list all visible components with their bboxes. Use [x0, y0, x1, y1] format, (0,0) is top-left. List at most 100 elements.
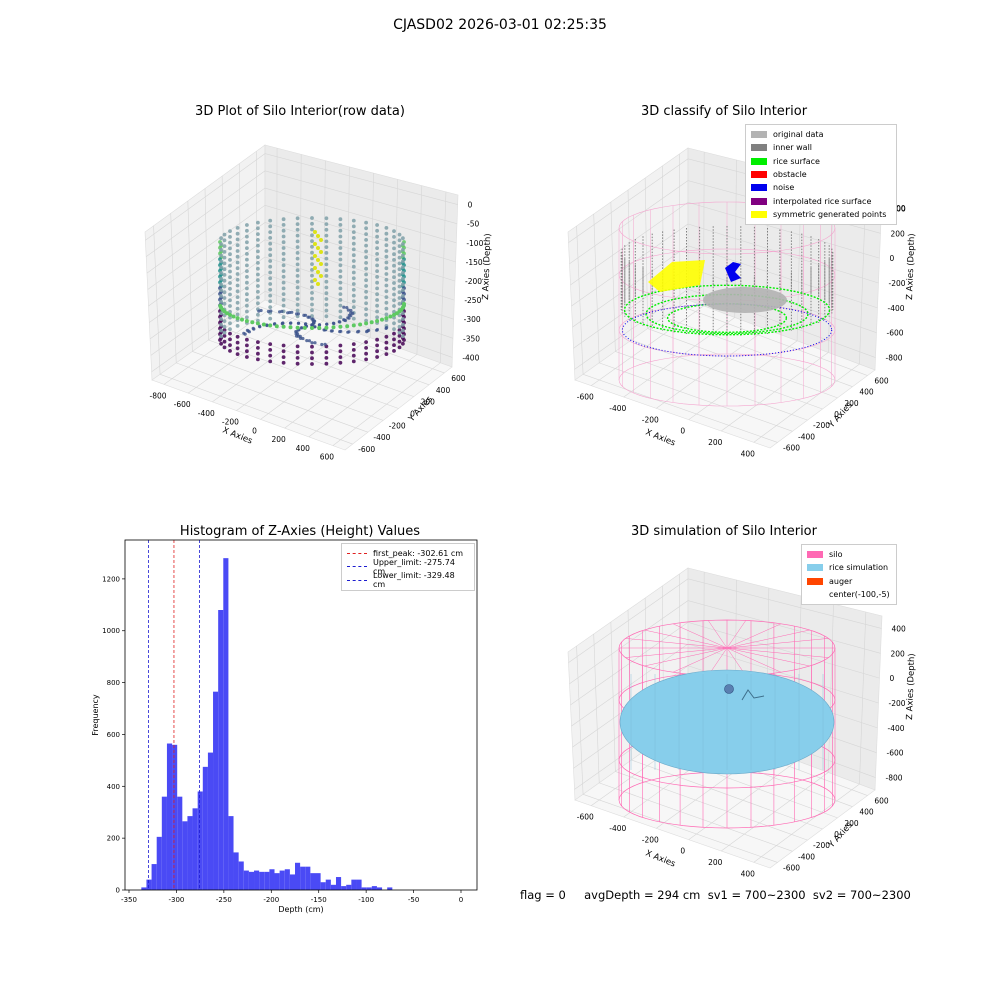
- x-tick-label: 0: [680, 847, 685, 856]
- data-point: [397, 339, 402, 344]
- data-point: [219, 265, 224, 269]
- data-point: [384, 300, 389, 305]
- histogram-bar: [305, 866, 311, 890]
- grid-line: [663, 316, 853, 387]
- data-point: [235, 306, 240, 311]
- data-point: [375, 355, 379, 359]
- grid-line: [570, 621, 880, 706]
- data-point: [265, 323, 269, 327]
- data-point: [384, 326, 388, 330]
- data-point: [324, 222, 329, 227]
- data-point: [310, 323, 314, 327]
- data-point: [364, 312, 368, 317]
- data-point: [295, 251, 300, 255]
- grid-line: [569, 600, 881, 684]
- data-point: [256, 351, 260, 356]
- data-point: [281, 234, 286, 239]
- data-point: [384, 346, 389, 351]
- data-point: [401, 242, 405, 246]
- data-point: [295, 350, 300, 355]
- grid-line: [176, 362, 369, 433]
- data-point: [228, 349, 232, 353]
- x-tick-label: -200: [642, 415, 659, 424]
- x-tick-label: -400: [609, 824, 626, 833]
- data-point: [319, 238, 323, 242]
- histogram-bar: [166, 743, 173, 890]
- data-point: [310, 302, 314, 307]
- legend-swatch: [751, 131, 767, 139]
- x-axis-label: X Axies: [644, 428, 677, 449]
- data-point: [219, 253, 224, 258]
- histogram-bar: [387, 887, 393, 890]
- data-point: [296, 312, 300, 316]
- data-point: [384, 352, 389, 356]
- histogram-bar: [228, 816, 234, 890]
- data-point: [228, 240, 232, 245]
- histogram-bar: [192, 808, 198, 890]
- x-tick-label: 200: [708, 438, 723, 447]
- data-point: [299, 326, 303, 330]
- x-tick-label: -200: [222, 418, 239, 427]
- data-point: [351, 311, 355, 315]
- data-point: [397, 273, 402, 277]
- data-point: [245, 257, 249, 262]
- data-point: [392, 275, 396, 280]
- data-point: [268, 241, 273, 246]
- data-point: [235, 254, 240, 259]
- data-point: [351, 342, 356, 346]
- data-point: [364, 238, 368, 242]
- data-point: [222, 261, 227, 266]
- y-tick-label: -200: [813, 421, 830, 430]
- x-axis-label: Depth (cm): [278, 905, 323, 914]
- data-point: [375, 315, 379, 320]
- data-point: [281, 286, 286, 291]
- rice-surface-points: [645, 293, 809, 335]
- data-point: [295, 262, 300, 267]
- noise-cluster: [725, 262, 741, 282]
- data-point: [351, 353, 356, 358]
- data-point: [295, 256, 300, 261]
- data-point: [235, 300, 240, 305]
- silo-wireframe: [726, 620, 747, 649]
- data-point: [261, 322, 266, 327]
- data-point: [222, 278, 227, 283]
- data-point: [310, 279, 314, 284]
- data-point: [219, 236, 224, 241]
- data-point: [375, 240, 379, 245]
- data-point: [384, 249, 389, 253]
- legend-entry: interpolated rice surface: [751, 194, 891, 207]
- data-point: [401, 288, 405, 292]
- data-point: [268, 316, 273, 321]
- data-point: [310, 227, 314, 232]
- data-point: [364, 318, 368, 323]
- data-point: [338, 263, 343, 268]
- data-point: [295, 227, 300, 232]
- data-point: [401, 328, 405, 333]
- data-point: [256, 220, 260, 225]
- data-point: [268, 287, 273, 292]
- data-point: [322, 328, 326, 332]
- data-point: [375, 228, 379, 233]
- data-point: [324, 356, 329, 360]
- data-point: [307, 339, 311, 343]
- histogram-bar: [366, 887, 372, 890]
- data-point: [349, 308, 353, 313]
- data-point: [256, 346, 260, 350]
- data-point: [313, 230, 317, 234]
- data-point: [222, 284, 227, 289]
- data-point: [375, 257, 379, 262]
- histogram-bar: [218, 610, 224, 890]
- x-tick-label: -300: [168, 896, 184, 904]
- data-point: [338, 269, 343, 273]
- data-point: [245, 292, 249, 297]
- data-point: [245, 298, 249, 302]
- grid-line: [599, 362, 793, 432]
- data-point: [392, 281, 396, 285]
- histogram-bar: [264, 871, 270, 890]
- data-point: [256, 272, 260, 277]
- data-point: [324, 274, 329, 278]
- data-point: [364, 340, 368, 344]
- x-tick-label: -200: [642, 835, 659, 844]
- data-point: [375, 223, 379, 227]
- histogram-bar: [182, 821, 188, 890]
